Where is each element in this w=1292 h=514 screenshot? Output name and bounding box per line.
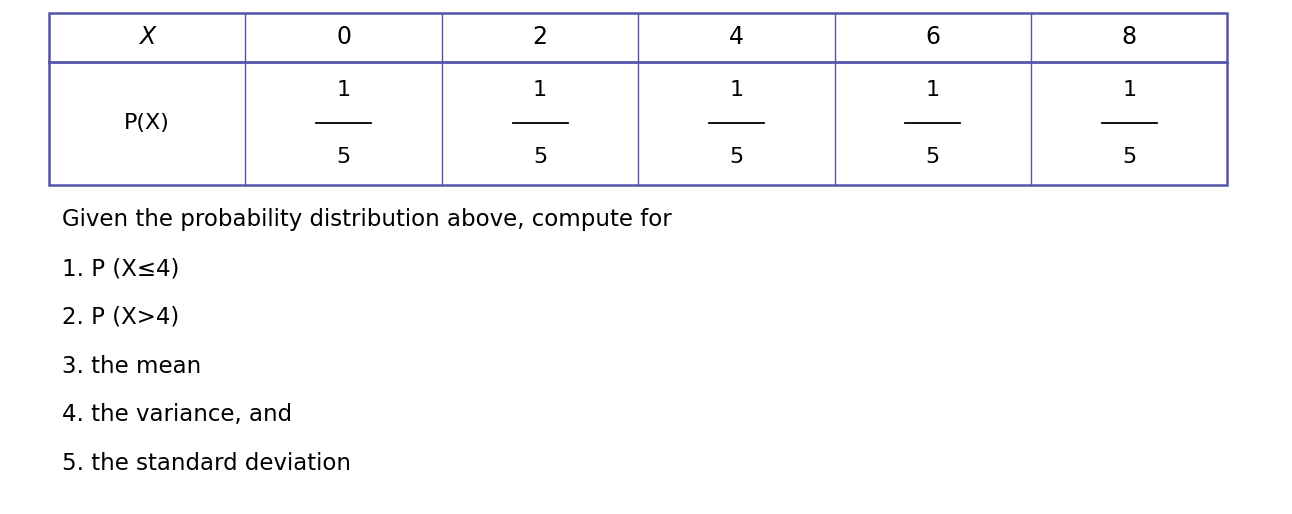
Text: P(X): P(X) bbox=[124, 114, 171, 133]
Text: 6: 6 bbox=[925, 25, 941, 49]
Text: 5: 5 bbox=[336, 147, 351, 167]
Text: 0: 0 bbox=[336, 25, 351, 49]
Text: 5: 5 bbox=[1121, 147, 1137, 167]
Text: 2. P (X>4): 2. P (X>4) bbox=[62, 306, 180, 329]
Text: 2: 2 bbox=[532, 25, 548, 49]
Text: X: X bbox=[140, 25, 155, 49]
Text: 5: 5 bbox=[925, 147, 941, 167]
Text: 1: 1 bbox=[1123, 80, 1136, 100]
Text: 5: 5 bbox=[729, 147, 744, 167]
Text: 1: 1 bbox=[730, 80, 743, 100]
Text: 1: 1 bbox=[926, 80, 939, 100]
Text: 1: 1 bbox=[337, 80, 350, 100]
Text: 1. P (X≤4): 1. P (X≤4) bbox=[62, 257, 180, 280]
Text: Given the probability distribution above, compute for: Given the probability distribution above… bbox=[62, 208, 672, 231]
Text: 8: 8 bbox=[1121, 25, 1137, 49]
Text: 4: 4 bbox=[729, 25, 744, 49]
Text: 5: 5 bbox=[532, 147, 548, 167]
Text: 1: 1 bbox=[534, 80, 547, 100]
Text: 3. the mean: 3. the mean bbox=[62, 355, 202, 378]
Text: 4. the variance, and: 4. the variance, and bbox=[62, 403, 292, 427]
Bar bbox=[49, 13, 1227, 185]
Text: 5. the standard deviation: 5. the standard deviation bbox=[62, 452, 351, 475]
